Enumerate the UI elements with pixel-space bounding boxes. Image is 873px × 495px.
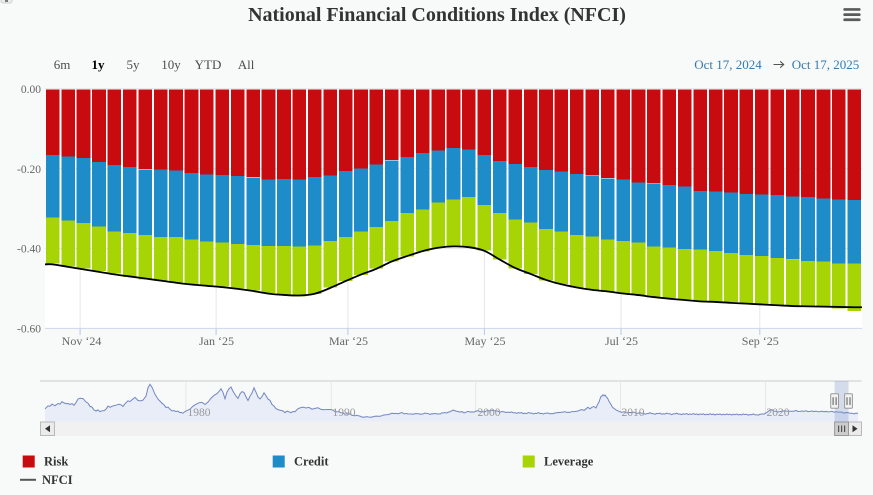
svg-text:Leverage: Leverage [544,455,594,469]
svg-text:National Financial Conditions: National Financial Conditions Index (NFC… [248,4,626,26]
svg-text:NFCI: NFCI [42,473,73,487]
svg-text:-0.60: -0.60 [17,323,41,335]
svg-text:0.00: 0.00 [21,84,41,96]
svg-text:10y: 10y [161,57,181,72]
svg-text:Risk: Risk [44,455,68,469]
svg-text:Mar ‘25: Mar ‘25 [329,334,368,348]
svg-text:Jan ‘25: Jan ‘25 [199,334,234,348]
svg-text:Oct 17, 2025: Oct 17, 2025 [792,57,860,72]
svg-text:2020: 2020 [767,407,790,419]
svg-text:-0.40: -0.40 [17,244,41,256]
svg-text:Jul ‘25: Jul ‘25 [605,334,638,348]
svg-text:YTD: YTD [195,57,222,72]
svg-text:-0.20: -0.20 [17,164,41,176]
svg-text:All: All [238,57,255,72]
svg-text:1980: 1980 [188,407,211,419]
svg-text:1y: 1y [92,57,106,72]
svg-text:May ‘25: May ‘25 [465,334,506,348]
svg-text:2000: 2000 [478,407,501,419]
svg-text:Oct 17, 2024: Oct 17, 2024 [694,57,762,72]
svg-text:6m: 6m [54,57,71,72]
svg-text:5y: 5y [127,57,141,72]
svg-text:1990: 1990 [333,407,356,419]
svg-text:Nov ‘24: Nov ‘24 [62,334,102,348]
svg-text:Sep ‘25: Sep ‘25 [742,334,779,348]
svg-text:2010: 2010 [622,407,645,419]
svg-text:Credit: Credit [294,455,329,469]
